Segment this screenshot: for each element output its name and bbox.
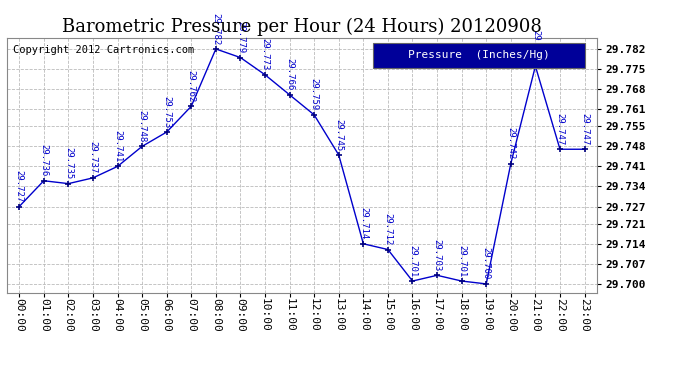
Text: 29.759: 29.759 xyxy=(310,78,319,111)
Text: 29.727: 29.727 xyxy=(14,170,23,202)
Text: 29.701: 29.701 xyxy=(408,244,417,277)
Text: 29.753: 29.753 xyxy=(162,96,171,128)
Text: 29.714: 29.714 xyxy=(359,207,368,240)
Text: 29.741: 29.741 xyxy=(113,130,122,162)
Text: 29.776: 29.776 xyxy=(531,30,540,62)
Text: 29.779: 29.779 xyxy=(236,21,245,53)
Text: 29.762: 29.762 xyxy=(187,70,196,102)
Text: 29.712: 29.712 xyxy=(384,213,393,245)
Text: 29.735: 29.735 xyxy=(64,147,73,180)
Text: 29.747: 29.747 xyxy=(555,113,564,145)
Text: 29.748: 29.748 xyxy=(137,110,146,142)
Text: 29.736: 29.736 xyxy=(39,144,48,177)
Text: 29.737: 29.737 xyxy=(88,141,97,174)
Text: 29.747: 29.747 xyxy=(580,113,589,145)
Text: 29.701: 29.701 xyxy=(457,244,466,277)
Text: 29.745: 29.745 xyxy=(334,118,343,151)
Text: 29.700: 29.700 xyxy=(482,248,491,280)
Text: Pressure  (Inches/Hg): Pressure (Inches/Hg) xyxy=(408,50,550,60)
Text: Copyright 2012 Cartronics.com: Copyright 2012 Cartronics.com xyxy=(13,45,194,55)
FancyBboxPatch shape xyxy=(373,43,585,68)
Text: 29.773: 29.773 xyxy=(261,38,270,70)
Text: 29.782: 29.782 xyxy=(211,12,220,45)
Title: Barometric Pressure per Hour (24 Hours) 20120908: Barometric Pressure per Hour (24 Hours) … xyxy=(62,18,542,36)
Text: 29.766: 29.766 xyxy=(285,58,294,91)
Text: 29.742: 29.742 xyxy=(506,127,515,159)
Text: 29.703: 29.703 xyxy=(433,239,442,271)
